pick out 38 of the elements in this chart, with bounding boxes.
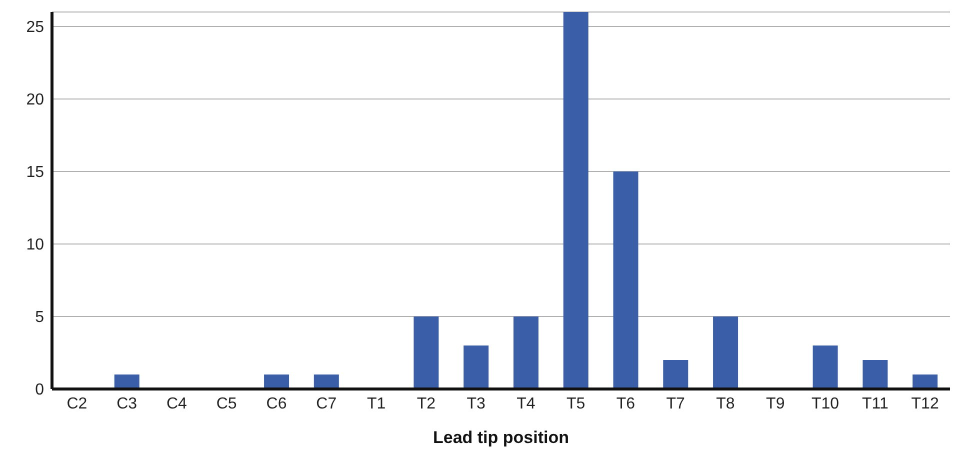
x-axis-title: Lead tip position: [433, 428, 569, 447]
bar: [414, 316, 439, 389]
bar: [713, 316, 738, 389]
bar: [563, 12, 588, 389]
x-tick-label: C4: [166, 395, 188, 412]
x-tick-label: T3: [466, 395, 486, 412]
y-tick-label: 20: [26, 92, 44, 109]
x-tick-label: C2: [66, 395, 88, 412]
bar: [663, 360, 688, 389]
y-tick-label: 0: [35, 382, 44, 399]
bar: [513, 316, 538, 389]
x-tick-label: T9: [766, 395, 785, 412]
x-tick-label: T11: [862, 395, 888, 412]
x-tick-label: C5: [216, 395, 237, 412]
x-tick-label: C3: [116, 395, 138, 412]
y-tick-label: 5: [35, 309, 44, 326]
x-tick-label: T2: [416, 395, 436, 412]
bar: [464, 346, 489, 389]
y-tick-label: 25: [26, 19, 44, 36]
y-tick-label: 15: [26, 164, 44, 182]
y-tick-label: 10: [26, 236, 44, 254]
x-tick-label: T4: [516, 395, 536, 412]
x-tick-label: T5: [566, 395, 586, 412]
x-tick-label: T1: [366, 395, 386, 412]
bar: [812, 346, 838, 389]
x-tick-label: C7: [316, 395, 337, 412]
x-tick-label: T8: [716, 395, 735, 412]
x-tick-label: T7: [666, 395, 686, 412]
bar: [613, 172, 638, 389]
x-tick-label: C6: [266, 395, 287, 412]
x-tick-label: T6: [616, 395, 636, 412]
x-tick-label: T10: [811, 395, 840, 412]
bar: [862, 360, 888, 389]
x-tick-label: T12: [911, 395, 939, 412]
bar: [114, 374, 140, 389]
bar: [912, 374, 938, 389]
bar: [314, 374, 339, 389]
bar: [264, 374, 290, 389]
